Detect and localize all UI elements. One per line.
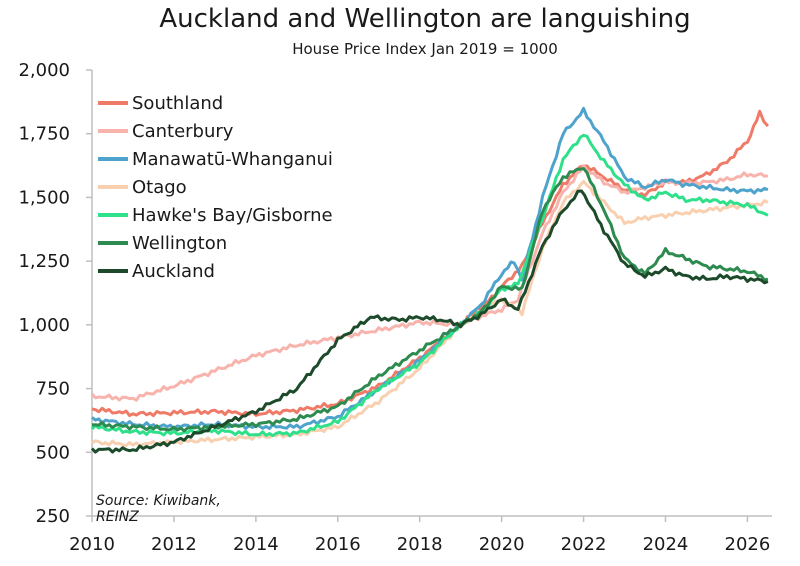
legend-label: Canterbury [132, 121, 234, 142]
x-tick-label: 2020 [479, 534, 525, 555]
x-tick-label: 2014 [233, 534, 279, 555]
series-line [91, 179, 769, 448]
legend-label: Manawatū-Whanganui [132, 149, 333, 170]
chart-subtitle: House Price Index Jan 2019 = 1000 [292, 40, 558, 58]
source-note: REINZ [96, 509, 139, 525]
legend-label: Southland [132, 93, 223, 114]
source-note: Source: Kiwibank, [96, 493, 221, 509]
legend-label: Otago [132, 177, 187, 198]
x-tick-label: 2010 [69, 534, 115, 555]
y-tick-label: 750 [36, 379, 70, 400]
x-tick-label: 2026 [725, 534, 771, 555]
series-line [90, 189, 769, 454]
series-line [91, 167, 769, 433]
y-tick-label: 1,000 [18, 315, 70, 336]
legend-label: Hawke's Bay/Gisborne [132, 205, 333, 226]
x-tick-label: 2018 [397, 534, 443, 555]
y-tick-label: 2,000 [18, 60, 70, 81]
y-tick-label: 250 [36, 506, 70, 527]
x-tick-label: 2016 [315, 534, 361, 555]
x-tick-label: 2022 [561, 534, 607, 555]
legend-label: Wellington [132, 233, 227, 254]
series-line [90, 164, 769, 402]
y-tick-label: 500 [36, 442, 70, 463]
legend-label: Auckland [132, 261, 215, 282]
x-tick-label: 2024 [643, 534, 689, 555]
chart-title: Auckland and Wellington are languishing [159, 4, 691, 34]
y-tick-label: 1,750 [18, 124, 70, 145]
y-tick-label: 1,250 [18, 251, 70, 272]
series-line [91, 109, 770, 418]
x-tick-label: 2012 [151, 534, 197, 555]
y-tick-label: 1,500 [18, 187, 70, 208]
